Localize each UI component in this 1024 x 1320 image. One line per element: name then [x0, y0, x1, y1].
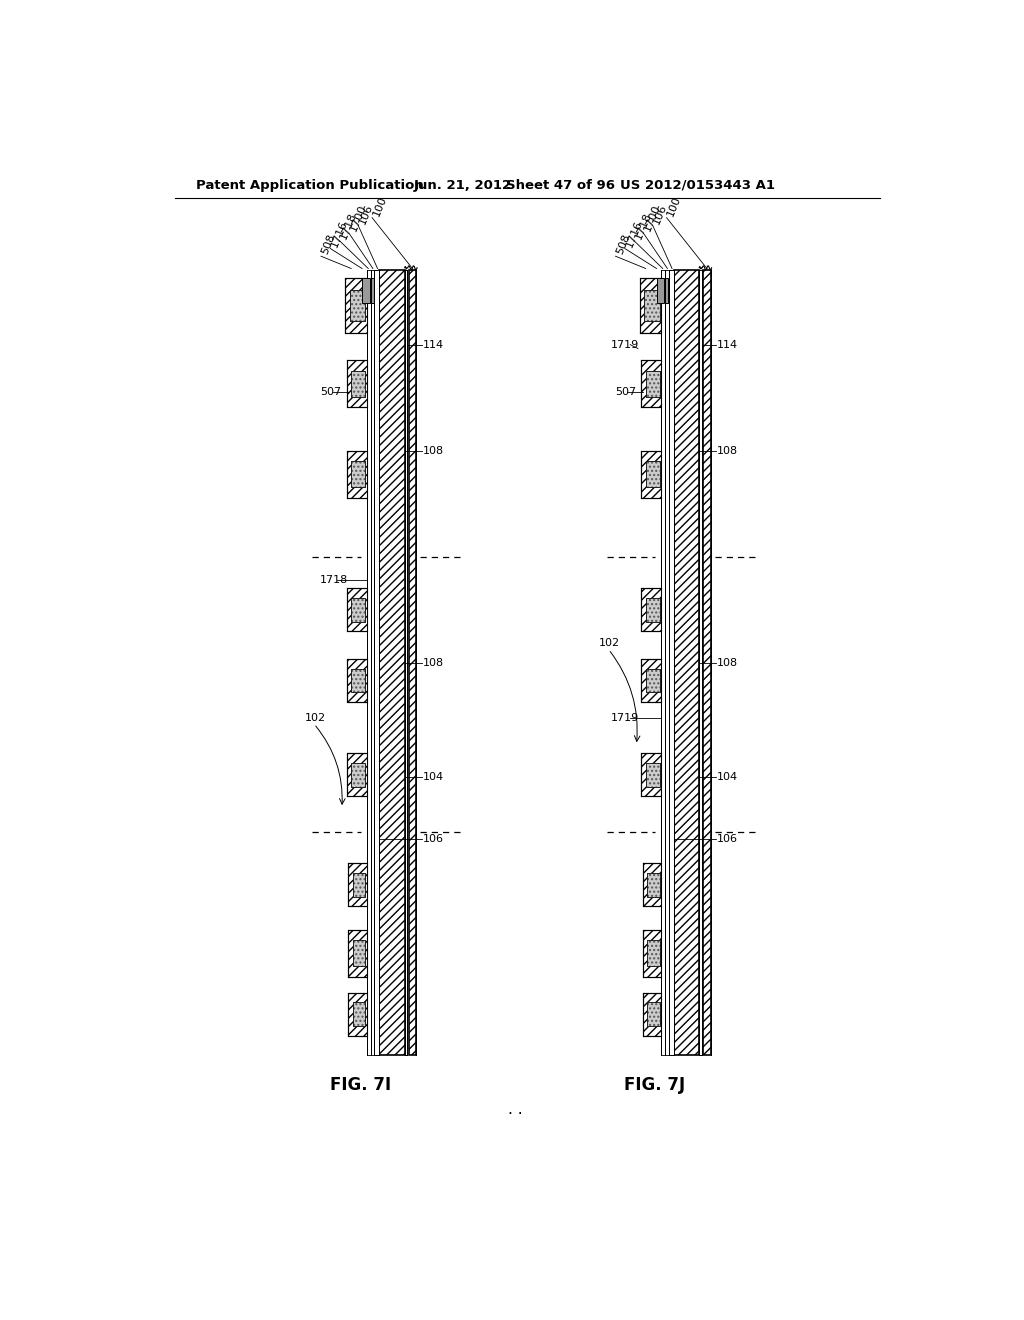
Polygon shape — [348, 993, 367, 1036]
Text: 100: 100 — [666, 194, 683, 218]
Polygon shape — [345, 279, 367, 333]
Polygon shape — [646, 461, 659, 487]
Text: 1719: 1719 — [611, 713, 639, 723]
Text: 1718: 1718 — [633, 211, 653, 240]
Polygon shape — [646, 371, 659, 397]
Text: 1700: 1700 — [348, 203, 368, 234]
Polygon shape — [643, 993, 662, 1036]
Polygon shape — [644, 290, 659, 321]
Polygon shape — [662, 271, 665, 1056]
Polygon shape — [646, 598, 659, 622]
Text: FIG. 7I: FIG. 7I — [330, 1076, 390, 1094]
Text: 104: 104 — [423, 772, 443, 781]
Polygon shape — [346, 754, 367, 796]
Text: 106: 106 — [423, 834, 443, 845]
Polygon shape — [703, 271, 711, 1056]
Text: Sheet 47 of 96: Sheet 47 of 96 — [506, 178, 615, 191]
Text: 1700: 1700 — [643, 203, 663, 234]
Polygon shape — [647, 1002, 659, 1026]
Polygon shape — [351, 371, 366, 397]
Text: 114: 114 — [423, 339, 443, 350]
Polygon shape — [371, 279, 374, 302]
Polygon shape — [699, 271, 701, 1056]
Polygon shape — [348, 929, 367, 977]
Polygon shape — [371, 271, 375, 1056]
Text: 507: 507 — [614, 387, 636, 397]
Text: 106: 106 — [717, 834, 738, 845]
Polygon shape — [643, 863, 662, 907]
Text: 102: 102 — [305, 713, 326, 723]
Polygon shape — [362, 279, 370, 302]
Polygon shape — [665, 279, 669, 302]
Text: 104: 104 — [717, 772, 738, 781]
Polygon shape — [647, 873, 659, 896]
Text: 108: 108 — [423, 657, 443, 668]
Polygon shape — [346, 360, 367, 408]
Polygon shape — [665, 271, 669, 1056]
Polygon shape — [348, 863, 367, 907]
Polygon shape — [641, 659, 662, 702]
Polygon shape — [351, 763, 366, 787]
Polygon shape — [641, 360, 662, 408]
Text: US 2012/0153443 A1: US 2012/0153443 A1 — [621, 178, 775, 191]
Polygon shape — [352, 1002, 366, 1026]
Text: . .: . . — [508, 1102, 522, 1117]
Polygon shape — [352, 873, 366, 896]
Polygon shape — [409, 271, 417, 1056]
Text: 114: 114 — [717, 339, 738, 350]
Polygon shape — [641, 450, 662, 498]
Text: 508: 508 — [614, 232, 632, 256]
Text: 108: 108 — [423, 446, 443, 455]
Polygon shape — [351, 461, 366, 487]
Text: 1718: 1718 — [321, 576, 348, 585]
Polygon shape — [346, 659, 367, 702]
Polygon shape — [641, 754, 662, 796]
Polygon shape — [352, 940, 366, 966]
Polygon shape — [641, 589, 662, 631]
Polygon shape — [404, 271, 407, 1056]
Polygon shape — [646, 668, 659, 692]
Polygon shape — [640, 279, 662, 333]
Text: 1719: 1719 — [611, 339, 639, 350]
Text: 507: 507 — [321, 387, 341, 397]
Text: 102: 102 — [599, 638, 621, 648]
Polygon shape — [346, 450, 367, 498]
Polygon shape — [647, 940, 659, 966]
Polygon shape — [656, 279, 665, 302]
Polygon shape — [346, 589, 367, 631]
Text: 108: 108 — [717, 657, 738, 668]
Polygon shape — [669, 271, 674, 1056]
Text: 1716: 1716 — [624, 219, 644, 248]
Polygon shape — [351, 598, 366, 622]
Polygon shape — [367, 271, 371, 1056]
Text: Jun. 21, 2012: Jun. 21, 2012 — [414, 178, 511, 191]
Text: Patent Application Publication: Patent Application Publication — [197, 178, 424, 191]
Text: 508: 508 — [321, 232, 337, 256]
Text: 106: 106 — [652, 202, 669, 226]
Text: FIG. 7J: FIG. 7J — [624, 1076, 685, 1094]
Polygon shape — [349, 290, 366, 321]
Text: 108: 108 — [717, 446, 738, 455]
Polygon shape — [643, 929, 662, 977]
Polygon shape — [646, 763, 659, 787]
Text: 1718: 1718 — [339, 211, 358, 240]
Text: 100: 100 — [372, 194, 388, 218]
Polygon shape — [674, 271, 699, 1056]
Text: 1716: 1716 — [330, 219, 349, 248]
Polygon shape — [375, 271, 379, 1056]
Text: 106: 106 — [357, 202, 375, 226]
Polygon shape — [379, 271, 404, 1056]
Polygon shape — [351, 668, 366, 692]
